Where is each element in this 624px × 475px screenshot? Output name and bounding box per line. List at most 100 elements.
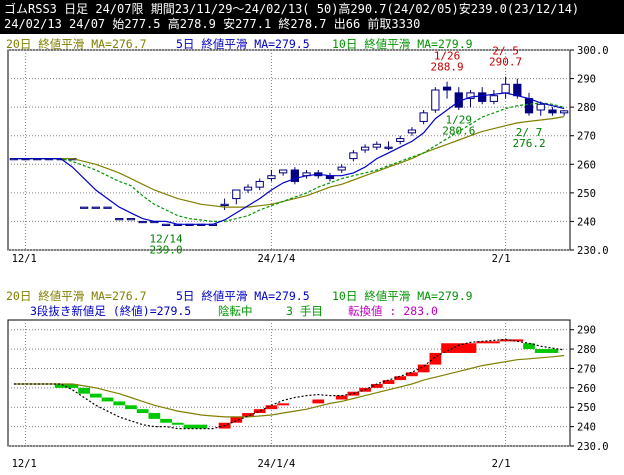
candle-body bbox=[442, 86, 452, 91]
x-tick-label: 2/1 bbox=[492, 458, 511, 470]
plot-frame bbox=[7, 319, 571, 447]
bottom-legend-step: 3 手目 bbox=[286, 304, 323, 318]
candle-body bbox=[138, 220, 147, 224]
candle-body bbox=[161, 223, 171, 226]
annotation-label: 276.2 bbox=[512, 137, 545, 150]
y-tick-label: 230.0 bbox=[577, 441, 609, 453]
up-block bbox=[394, 376, 407, 381]
top-legend-ma20: 20日 終値平滑 MA=276.7 bbox=[6, 37, 147, 51]
up-block bbox=[370, 383, 383, 388]
down-block bbox=[148, 413, 161, 419]
candle-body bbox=[360, 146, 370, 151]
up-block bbox=[382, 380, 395, 384]
bottom-legend-status: 陰転中 bbox=[218, 304, 253, 318]
y-tick-label: 250 bbox=[577, 402, 596, 414]
y-tick-label: 250 bbox=[577, 188, 596, 200]
down-block bbox=[160, 418, 172, 423]
candle-body bbox=[431, 89, 440, 111]
candle-body bbox=[478, 92, 487, 102]
x-tick-label: 2/1 bbox=[492, 253, 511, 265]
up-block bbox=[417, 364, 430, 373]
plot-frame bbox=[7, 49, 571, 251]
plot-panel-1 bbox=[7, 319, 574, 447]
up-block bbox=[230, 416, 243, 423]
ma20-line bbox=[13, 354, 565, 418]
candle-body bbox=[349, 152, 358, 160]
top-legend-ma5: 5日 終値平滑 MA=279.5 bbox=[176, 37, 310, 51]
candle-body bbox=[548, 109, 557, 114]
candle-body bbox=[466, 92, 475, 100]
down-block bbox=[183, 424, 208, 429]
candle-body bbox=[536, 103, 545, 111]
candle-body bbox=[524, 98, 534, 114]
candle-body bbox=[513, 83, 522, 97]
y-tick-label: 290 bbox=[577, 325, 596, 337]
bottom-legend-ma10: 10日 終値平滑 MA=279.9 bbox=[332, 289, 473, 303]
y-tick-label: 260 bbox=[577, 383, 596, 395]
y-tick-label: 270 bbox=[577, 131, 596, 143]
up-block bbox=[335, 395, 348, 400]
candle-body bbox=[489, 95, 499, 102]
candle-body bbox=[372, 143, 381, 148]
up-block bbox=[476, 341, 500, 344]
y-tick-label: 230.0 bbox=[577, 245, 609, 257]
candle-body bbox=[243, 186, 253, 191]
up-block bbox=[253, 409, 266, 414]
candle-body bbox=[255, 180, 264, 188]
candle-body bbox=[337, 166, 346, 171]
y-tick-label: 280 bbox=[577, 344, 596, 356]
down-block bbox=[113, 401, 126, 406]
down-block bbox=[136, 409, 149, 414]
bottom-legend-ma5: 5日 終値平滑 MA=279.5 bbox=[176, 289, 310, 303]
header-line-2: 24/02/13 24/07 始277.5 高278.9 安277.1 終278… bbox=[4, 17, 421, 31]
y-tick-label: 270 bbox=[577, 363, 596, 375]
annotation-label: 280.6 bbox=[442, 124, 475, 137]
bottom-legend-ma20: 20日 終値平滑 MA=276.7 bbox=[6, 289, 147, 303]
x-tick-label: 24/1/4 bbox=[257, 253, 295, 265]
candle-body bbox=[232, 189, 241, 200]
top-legend-ma10: 10日 終値平滑 MA=279.9 bbox=[332, 37, 473, 51]
y-tick-label: 290 bbox=[577, 74, 596, 86]
up-block bbox=[312, 399, 325, 404]
y-tick-label: 260 bbox=[577, 159, 596, 171]
y-tick-label: 280 bbox=[577, 102, 596, 114]
up-block bbox=[242, 413, 254, 417]
down-block bbox=[125, 405, 137, 410]
candle-body bbox=[79, 206, 89, 209]
bottom-legend-three-line-break: 3段抜き新値足 (終値)=279.5 bbox=[30, 304, 192, 318]
annotation-label: 288.9 bbox=[431, 61, 464, 74]
candle-body bbox=[501, 83, 510, 94]
header-line-1: ゴムRSS3 日足 24/07限 期間23/11/29～24/02/13( 50… bbox=[4, 2, 580, 16]
x-tick-label: 24/1/4 bbox=[257, 458, 295, 470]
x-tick-label: 12/1 bbox=[12, 458, 37, 470]
candle-body bbox=[126, 218, 136, 221]
candle-body bbox=[407, 129, 417, 134]
candle-body bbox=[103, 206, 112, 209]
x-tick-label: 12/1 bbox=[12, 253, 37, 265]
bottom-legend-turn-value: 転換値 : 283.0 bbox=[348, 304, 438, 318]
candle-body bbox=[220, 203, 229, 206]
down-block bbox=[534, 349, 559, 353]
candle-body bbox=[560, 110, 569, 114]
candle-body bbox=[384, 146, 393, 149]
annotation-label: 2/ 5 bbox=[492, 45, 519, 58]
annotation-label: 1/26 bbox=[434, 50, 461, 63]
down-block bbox=[523, 343, 535, 350]
plot-panel-0 bbox=[7, 49, 574, 251]
down-block bbox=[101, 397, 114, 402]
annotation-label: 1/29 bbox=[446, 113, 473, 126]
up-block bbox=[429, 352, 442, 365]
up-block bbox=[265, 405, 278, 410]
down-block bbox=[171, 422, 184, 425]
candle-body bbox=[267, 175, 276, 180]
up-block bbox=[277, 403, 289, 406]
ma5-dotted-line bbox=[13, 338, 565, 430]
down-block bbox=[54, 383, 79, 388]
annotation-label: 2/ 7 bbox=[516, 126, 543, 139]
up-block bbox=[441, 343, 477, 353]
candle-body bbox=[279, 169, 288, 174]
candle-body bbox=[115, 218, 124, 221]
chart-header: ゴムRSS3 日足 24/07限 期間23/11/29～24/02/13( 50… bbox=[0, 0, 624, 34]
annotation-label: 239.0 bbox=[150, 243, 183, 256]
